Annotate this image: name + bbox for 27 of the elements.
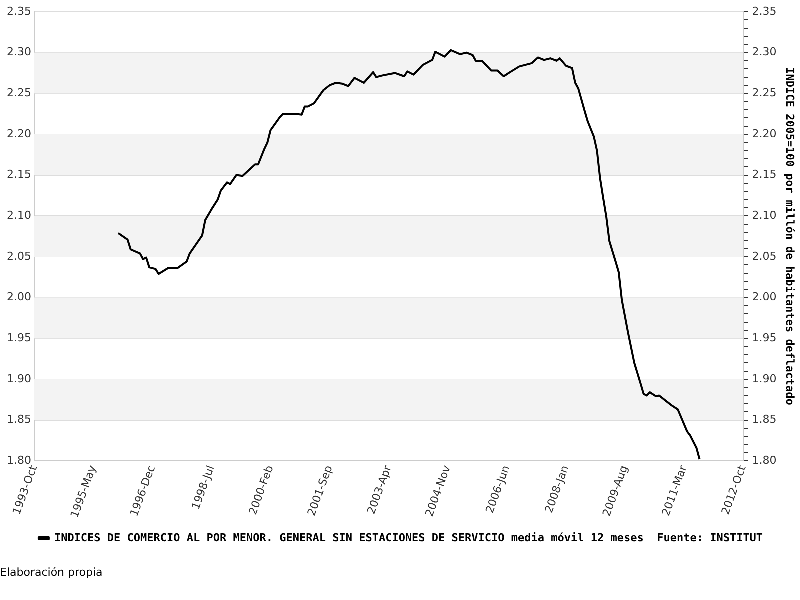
y2-tick-label: 2.15	[752, 168, 777, 182]
y-tick-label: 2.00	[6, 290, 32, 304]
y-tick-label: 2.05	[6, 250, 32, 263]
text: Elaboración propia	[0, 566, 103, 579]
y2-tick-label: 1.80	[752, 454, 777, 467]
y2-tick-label: 2.25	[752, 86, 777, 100]
y-tick-label: 1.90	[6, 372, 32, 386]
y2-tick-label: 1.95	[752, 331, 777, 344]
y-tick-label: 1.95	[6, 331, 32, 344]
y-tick-label: 1.80	[6, 454, 32, 467]
y-tick-label: 2.25	[6, 86, 32, 100]
y-tick-label: 2.35	[6, 4, 32, 18]
y2-axis-title: INDICE 2005=100 por millón de habitantes deflactado	[784, 68, 797, 406]
y-tick-label: 1.85	[6, 413, 32, 426]
y2-tick-label: 2.30	[752, 46, 777, 59]
y-tick-label: 2.20	[6, 127, 32, 140]
y2-tick-label: 2.20	[752, 127, 777, 140]
y2-tick-label: 2.10	[752, 208, 777, 222]
y2-tick-label: 1.85	[752, 413, 777, 426]
legend-label: INDICES DE COMERCIO AL POR MENOR. GENERAL SIN ESTACIONES DE SERVICIO media móvil 12 meses Fuente: INSTITUT	[54, 531, 764, 544]
y2-tick-label: 1.90	[752, 372, 777, 386]
y-tick-label: 2.30	[6, 46, 32, 59]
y2-tick-label: 2.00	[752, 290, 777, 304]
y2-tick-label: 2.05	[752, 250, 777, 263]
y-tick-label: 2.15	[6, 168, 32, 182]
y-tick-label: 2.10	[6, 208, 32, 222]
y2-tick-label: 2.35	[752, 4, 777, 18]
